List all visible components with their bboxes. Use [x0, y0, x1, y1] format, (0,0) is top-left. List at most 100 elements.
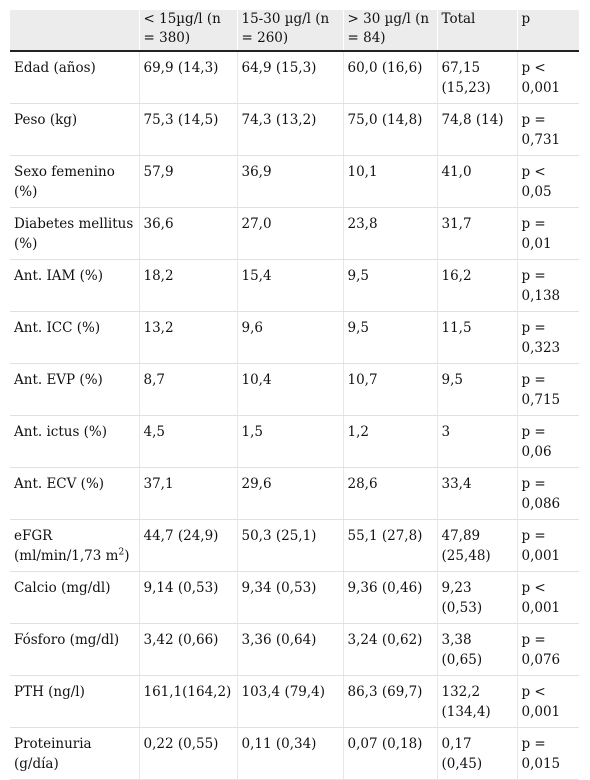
p-value-cell: p = 0,086 [516, 467, 579, 520]
table-cell: 47,89 (25,48) [436, 519, 517, 572]
row-label: Ant. ICC (%) [10, 311, 139, 364]
table-cell: 29,6 [236, 467, 343, 520]
header-cell: > 30 µg/l (n = 84) [342, 10, 437, 52]
p-value-cell: p < 0,001 [516, 571, 579, 624]
table-cell: 75,3 (14,5) [138, 103, 237, 156]
p-value-cell: p = 0,076 [516, 623, 579, 676]
table-row: Edad (años) 69,9 (14,3) 64,9 (15,3) 60,0… [10, 51, 579, 104]
table-cell: 31,7 [436, 207, 517, 260]
data-table: < 15µg/l (n = 380) 15-30 µg/l (n = 260) … [10, 10, 579, 780]
table-row: Calcio (mg/dl) 9,14 (0,53) 9,34 (0,53) 9… [10, 571, 579, 624]
p-value-cell: p = 0,001 [516, 519, 579, 572]
table-cell: 103,4 (79,4) [236, 675, 343, 728]
table-cell: 23,8 [342, 207, 437, 260]
table-cell: 3 [436, 415, 517, 468]
row-label: Peso (kg) [10, 103, 139, 156]
header-row: < 15µg/l (n = 380) 15-30 µg/l (n = 260) … [10, 10, 579, 52]
table-cell: 15,4 [236, 259, 343, 312]
table-row: Diabetes mellitus (%) 36,6 27,0 23,8 31,… [10, 207, 579, 260]
table-cell: 10,4 [236, 363, 343, 416]
table-cell: 86,3 (69,7) [342, 675, 437, 728]
row-label: Sexo femenino (%) [10, 155, 139, 208]
p-value-cell: p = 0,138 [516, 259, 579, 312]
table-cell: 74,8 (14) [436, 103, 517, 156]
table-cell: 44,7 (24,9) [138, 519, 237, 572]
table-cell: 1,2 [342, 415, 437, 468]
row-label: Fósforo (mg/dl) [10, 623, 139, 676]
table-cell: 13,2 [138, 311, 237, 364]
row-label: eFGR (ml/min/1,73 m2) [10, 519, 139, 572]
table-cell: 64,9 (15,3) [236, 51, 343, 104]
header-cell [10, 10, 139, 52]
p-value-cell: p = 0,015 [516, 727, 579, 780]
table-cell: 9,6 [236, 311, 343, 364]
table-cell: 0,17 (0,45) [436, 727, 517, 780]
table-cell: 36,6 [138, 207, 237, 260]
header-cell: Total [436, 10, 517, 52]
p-value-cell: p < 0,05 [516, 155, 579, 208]
table-cell: 55,1 (27,8) [342, 519, 437, 572]
table-cell: 37,1 [138, 467, 237, 520]
table-cell: 9,34 (0,53) [236, 571, 343, 624]
efgr-superscript: 2 [118, 547, 125, 558]
table-cell: 9,36 (0,46) [342, 571, 437, 624]
table-row: Sexo femenino (%) 57,9 36,9 10,1 41,0 p … [10, 155, 579, 208]
table-cell: 3,36 (0,64) [236, 623, 343, 676]
row-label: PTH (ng/l) [10, 675, 139, 728]
table-row: Ant. ictus (%) 4,5 1,5 1,2 3 p = 0,06 [10, 415, 579, 468]
p-value-cell: p = 0,01 [516, 207, 579, 260]
table-cell: 60,0 (16,6) [342, 51, 437, 104]
table-cell: 69,9 (14,3) [138, 51, 237, 104]
row-label: Ant. IAM (%) [10, 259, 139, 312]
p-value-cell: p < 0,001 [516, 51, 579, 104]
row-label: Ant. ECV (%) [10, 467, 139, 520]
table-cell: 0,07 (0,18) [342, 727, 437, 780]
table-cell: 67,15 (15,23) [436, 51, 517, 104]
table-cell: 161,1(164,2) [138, 675, 237, 728]
table-cell: 11,5 [436, 311, 517, 364]
table-cell: 1,5 [236, 415, 343, 468]
header-cell: 15-30 µg/l (n = 260) [236, 10, 343, 52]
row-label: Ant. EVP (%) [10, 363, 139, 416]
efgr-label-close: ) [124, 548, 130, 564]
table-cell: 3,38 (0,65) [436, 623, 517, 676]
table-cell: 132,2 (134,4) [436, 675, 517, 728]
table-cell: 50,3 (25,1) [236, 519, 343, 572]
table-row: Ant. ECV (%) 37,1 29,6 28,6 33,4 p = 0,0… [10, 467, 579, 520]
p-value-cell: p = 0,715 [516, 363, 579, 416]
table-cell: 10,1 [342, 155, 437, 208]
p-value-cell: p = 0,731 [516, 103, 579, 156]
table-cell: 41,0 [436, 155, 517, 208]
table-cell: 75,0 (14,8) [342, 103, 437, 156]
row-label: Ant. ictus (%) [10, 415, 139, 468]
table-row: Fósforo (mg/dl) 3,42 (0,66) 3,36 (0,64) … [10, 623, 579, 676]
table-row: PTH (ng/l) 161,1(164,2) 103,4 (79,4) 86,… [10, 675, 579, 728]
table-cell: 9,5 [342, 259, 437, 312]
data-table-container: < 15µg/l (n = 380) 15-30 µg/l (n = 260) … [10, 10, 579, 780]
table-row: Ant. EVP (%) 8,7 10,4 10,7 9,5 p = 0,715 [10, 363, 579, 416]
table-cell: 3,42 (0,66) [138, 623, 237, 676]
table-row: Ant. ICC (%) 13,2 9,6 9,5 11,5 p = 0,323 [10, 311, 579, 364]
p-value-cell: p = 0,06 [516, 415, 579, 468]
table-row: eFGR (ml/min/1,73 m2) 44,7 (24,9) 50,3 (… [10, 519, 579, 572]
table-cell: 8,7 [138, 363, 237, 416]
p-value-cell: p = 0,323 [516, 311, 579, 364]
row-label: Diabetes mellitus (%) [10, 207, 139, 260]
table-row: Peso (kg) 75,3 (14,5) 74,3 (13,2) 75,0 (… [10, 103, 579, 156]
row-label: Edad (años) [10, 51, 139, 104]
header-cell: < 15µg/l (n = 380) [138, 10, 237, 52]
table-cell: 9,5 [436, 363, 517, 416]
table-cell: 9,5 [342, 311, 437, 364]
table-row: Ant. IAM (%) 18,2 15,4 9,5 16,2 p = 0,13… [10, 259, 579, 312]
row-label: Calcio (mg/dl) [10, 571, 139, 624]
efgr-label-text: eFGR (ml/min/1,73 m [14, 528, 119, 564]
row-label: Proteinuria (g/día) [10, 727, 139, 780]
table-cell: 9,14 (0,53) [138, 571, 237, 624]
table-cell: 4,5 [138, 415, 237, 468]
p-value-cell: p < 0,001 [516, 675, 579, 728]
header-cell: p [516, 10, 579, 52]
table-cell: 16,2 [436, 259, 517, 312]
table-cell: 28,6 [342, 467, 437, 520]
table-cell: 0,11 (0,34) [236, 727, 343, 780]
table-cell: 57,9 [138, 155, 237, 208]
